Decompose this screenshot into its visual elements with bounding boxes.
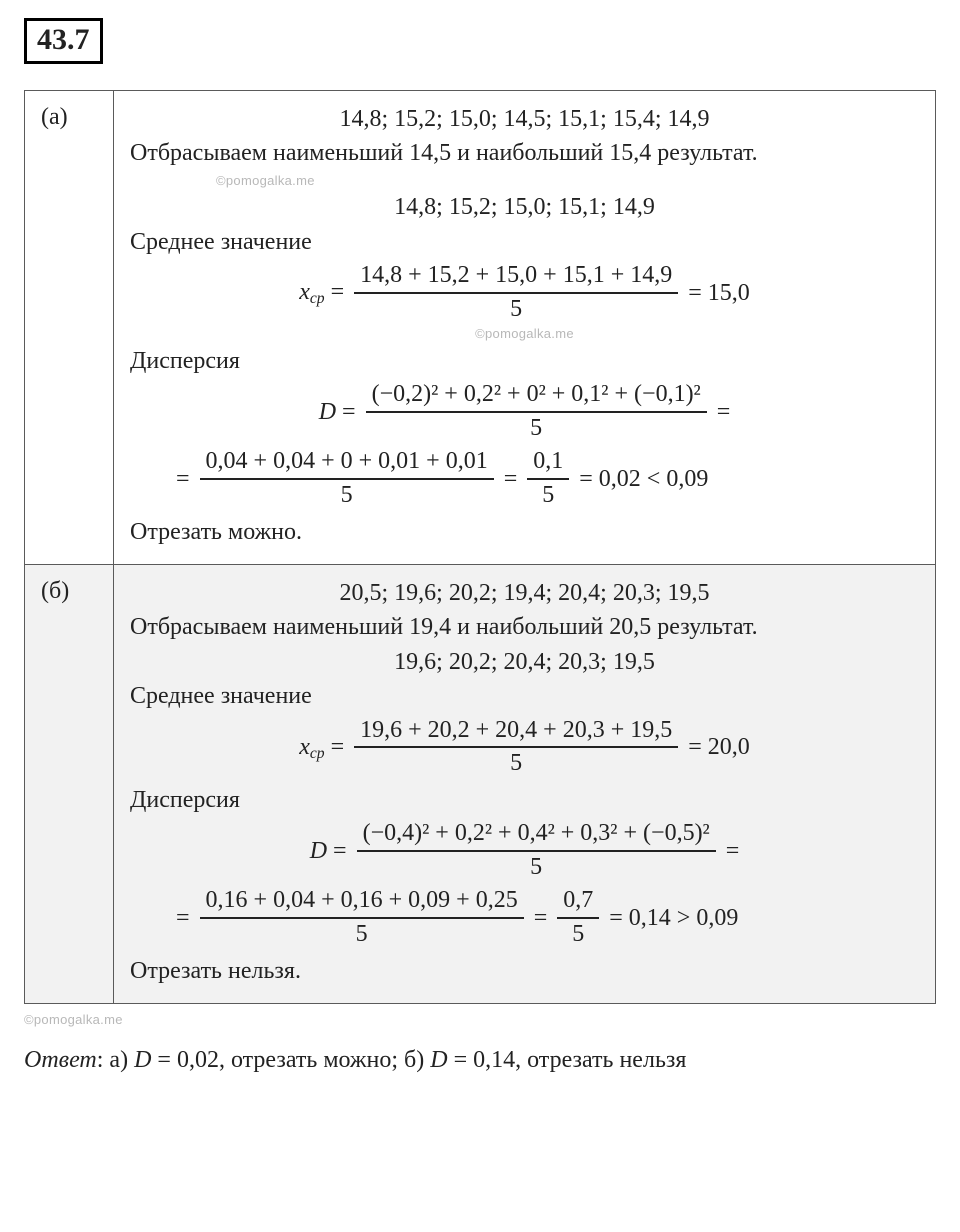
a-mean-den: 5 (504, 294, 528, 324)
a-disp2-den: 5 (335, 480, 359, 510)
eq-sign: = (534, 902, 548, 934)
answer-b-text: , отрезать нельзя (515, 1047, 686, 1073)
b-trimmed-line: 19,6; 20,2; 20,4; 20,3; 19,5 (130, 646, 919, 678)
b-disp3-den: 5 (566, 919, 590, 949)
a-mean-result: = 15,0 (688, 277, 750, 309)
b-mean-fraction: 19,6 + 20,2 + 20,4 + 20,3 + 19,5 5 (354, 717, 678, 778)
b-data-line: 20,5; 19,6; 20,2; 19,4; 20,4; 20,3; 19,5 (130, 577, 919, 609)
b-disp-cmp: > 0,09 (677, 905, 739, 931)
b-disp3-fraction: 0,7 5 (557, 887, 599, 948)
eq-sign: = (342, 399, 356, 425)
answer-label: Ответ (24, 1047, 97, 1073)
a-disp3-den: 5 (536, 480, 560, 510)
row-a: (а) 14,8; 15,2; 15,0; 14,5; 15,1; 15,4; … (25, 91, 936, 565)
a-disp-result: = 0,02 < 0,09 (579, 463, 708, 495)
eq-sign: = (331, 279, 345, 305)
answer-b-prefix: б) (404, 1047, 430, 1073)
answer-line: Ответ: а) D = 0,02, отрезать можно; б) D… (24, 1047, 936, 1074)
watermark: ©pomogalka.me (24, 1012, 936, 1027)
cell-a-label: (а) (25, 91, 114, 565)
a-disp-eq1: D = (−0,2)² + 0,2² + 0² + 0,1² + (−0,1)²… (130, 381, 919, 442)
a-mean-equation: xср = 14,8 + 15,2 + 15,0 + 15,1 + 14,9 5… (130, 262, 919, 323)
watermark: ©pomogalka.me (216, 172, 919, 190)
watermark: ©pomogalka.me (130, 325, 919, 343)
cell-b-label: (б) (25, 565, 114, 1004)
b-disp1-den: 5 (524, 852, 548, 882)
answer-a-eq: = 0,02 (151, 1047, 219, 1073)
a-discard-text: Отбрасываем наименьший 14,5 и наибольший… (130, 137, 919, 169)
a-mean-fraction: 14,8 + 15,2 + 15,0 + 15,1 + 14,9 5 (354, 262, 678, 323)
a-disp-value: 0,02 (599, 466, 641, 492)
a-mean-var: x (299, 279, 310, 305)
task-number: 43.7 (37, 23, 90, 56)
task-number-box: 43.7 (24, 18, 103, 64)
answer-b-var: D (430, 1047, 447, 1073)
page-root: 43.7 (а) 14,8; 15,2; 15,0; 14,5; 15,1; 1… (0, 0, 960, 1102)
a-disp2-fraction: 0,04 + 0,04 + 0 + 0,01 + 0,01 5 (200, 448, 494, 509)
part-b-label: (б) (41, 578, 69, 604)
eq-trailing: = (726, 835, 740, 867)
cell-a-body: 14,8; 15,2; 15,0; 14,5; 15,1; 15,4; 14,9… (114, 91, 936, 565)
row-b: (б) 20,5; 19,6; 20,2; 19,4; 20,4; 20,3; … (25, 565, 936, 1004)
a-disp1-den: 5 (524, 413, 548, 443)
a-disp-cmp: < 0,09 (647, 466, 709, 492)
b-mean-num: 19,6 + 20,2 + 20,4 + 20,3 + 19,5 (354, 717, 678, 749)
b-mean-sub: ср (310, 745, 325, 762)
answer-a-var: D (134, 1047, 151, 1073)
part-a-label: (а) (41, 104, 68, 130)
a-disp1-num: (−0,2)² + 0,2² + 0² + 0,1² + (−0,1)² (366, 381, 707, 413)
a-mean-num: 14,8 + 15,2 + 15,0 + 15,1 + 14,9 (354, 262, 678, 294)
b-disp3-num: 0,7 (557, 887, 599, 919)
cell-b-body: 20,5; 19,6; 20,2; 19,4; 20,4; 20,3; 19,5… (114, 565, 936, 1004)
eq-sign: = (176, 902, 190, 934)
b-disp-eq1: D = (−0,4)² + 0,2² + 0,4² + 0,3² + (−0,5… (130, 820, 919, 881)
a-disp3-num: 0,1 (527, 448, 569, 480)
eq-sign: = (176, 463, 190, 495)
b-disp-result: = 0,14 > 0,09 (609, 902, 738, 934)
b-disp2-fraction: 0,16 + 0,04 + 0,16 + 0,09 + 0,25 5 (200, 887, 524, 948)
b-disp-value: 0,14 (629, 905, 671, 931)
b-mean-result: = 20,0 (688, 731, 750, 763)
b-mean-equation: xср = 19,6 + 20,2 + 20,4 + 20,3 + 19,5 5… (130, 717, 919, 778)
b-disp-lhs: D = (310, 835, 347, 867)
a-trimmed-line: 14,8; 15,2; 15,0; 15,1; 14,9 (130, 191, 919, 223)
b-disp1-num: (−0,4)² + 0,2² + 0,4² + 0,3² + (−0,5)² (357, 820, 716, 852)
b-mean-value: 20,0 (708, 734, 750, 760)
a-conclusion: Отрезать можно. (130, 516, 919, 548)
a-disp-label: Дисперсия (130, 345, 919, 377)
a-mean-lhs: xср = (299, 276, 344, 309)
eq-trailing: = (717, 396, 731, 428)
a-disp-var: D (319, 399, 336, 425)
a-mean-value: 15,0 (708, 280, 750, 306)
answer-a-text: , отрезать можно; (219, 1047, 404, 1073)
b-discard-text: Отбрасываем наименьший 19,4 и наибольший… (130, 611, 919, 643)
b-conclusion: Отрезать нельзя. (130, 955, 919, 987)
a-disp-lhs: D = (319, 396, 356, 428)
b-disp-var: D (310, 838, 327, 864)
a-mean-label: Среднее значение (130, 226, 919, 258)
b-mean-var: x (299, 734, 310, 760)
colon: : (97, 1047, 110, 1073)
answer-a-prefix: а) (109, 1047, 134, 1073)
a-disp3-fraction: 0,1 5 (527, 448, 569, 509)
b-disp1-fraction: (−0,4)² + 0,2² + 0,4² + 0,3² + (−0,5)² 5 (357, 820, 716, 881)
b-disp-label: Дисперсия (130, 784, 919, 816)
eq-sign: = (333, 838, 347, 864)
b-disp-eq2: = 0,16 + 0,04 + 0,16 + 0,09 + 0,25 5 = 0… (130, 887, 919, 948)
answer-b-eq: = 0,14 (448, 1047, 516, 1073)
solution-table: (а) 14,8; 15,2; 15,0; 14,5; 15,1; 15,4; … (24, 90, 936, 1004)
b-mean-den: 5 (504, 748, 528, 778)
eq-sign: = (504, 463, 518, 495)
eq-sign: = (331, 734, 345, 760)
b-disp2-num: 0,16 + 0,04 + 0,16 + 0,09 + 0,25 (200, 887, 524, 919)
a-disp2-num: 0,04 + 0,04 + 0 + 0,01 + 0,01 (200, 448, 494, 480)
a-data-line: 14,8; 15,2; 15,0; 14,5; 15,1; 15,4; 14,9 (130, 103, 919, 135)
b-mean-lhs: xср = (299, 731, 344, 764)
a-mean-sub: ср (310, 290, 325, 307)
a-disp1-fraction: (−0,2)² + 0,2² + 0² + 0,1² + (−0,1)² 5 (366, 381, 707, 442)
b-mean-label: Среднее значение (130, 680, 919, 712)
b-disp2-den: 5 (350, 919, 374, 949)
a-disp-eq2: = 0,04 + 0,04 + 0 + 0,01 + 0,01 5 = 0,1 … (130, 448, 919, 509)
